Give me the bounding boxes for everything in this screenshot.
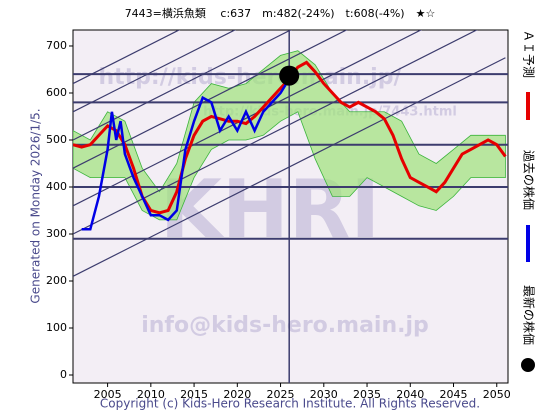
x-tick-label: 2015 (180, 388, 208, 401)
watermark: info@kids-hero.main.jp (141, 313, 429, 338)
trend-line (73, 30, 237, 113)
plot: http://kids-hero.main.jp/http://kids-her… (73, 30, 508, 383)
x-tick-label: 2020 (223, 388, 251, 401)
trend-line (73, 30, 181, 85)
y-tick-label: 400 (46, 180, 67, 193)
x-tick-label: 2005 (94, 388, 122, 401)
x-tick-label: 2050 (483, 388, 511, 401)
x-tick-label: 2025 (267, 388, 295, 401)
latest-point (279, 65, 300, 86)
y-tick-label: 0 (60, 368, 67, 381)
legend-label: 最新の株価 (522, 285, 537, 345)
chart-title: 7443=横浜魚類 c:637 m:482(-24%) t:608(-4%) ★… (125, 6, 436, 20)
x-tick-label: 2040 (396, 388, 424, 401)
x-tick-label: 2045 (440, 388, 468, 401)
legend-marker (521, 358, 535, 372)
legend-label: ＡＩ予測 (522, 30, 536, 78)
y-tick-label: 600 (46, 86, 67, 99)
y-tick-label: 200 (46, 274, 67, 287)
y-tick-label: 500 (46, 133, 67, 146)
y-tick-label: 700 (46, 39, 67, 52)
side-note: Generated on Monday 2026/1/5. (29, 108, 43, 303)
y-tick-label: 300 (46, 227, 67, 240)
x-tick-label: 2030 (310, 388, 338, 401)
y-tick-label: 100 (46, 321, 67, 334)
series-line (81, 78, 291, 231)
footer: Copyright (c) Kids-Hero Research Institu… (100, 397, 480, 411)
x-tick-label: 2010 (137, 388, 165, 401)
legend-label: 過去の株価 (522, 150, 537, 210)
x-tick-label: 2035 (353, 388, 381, 401)
